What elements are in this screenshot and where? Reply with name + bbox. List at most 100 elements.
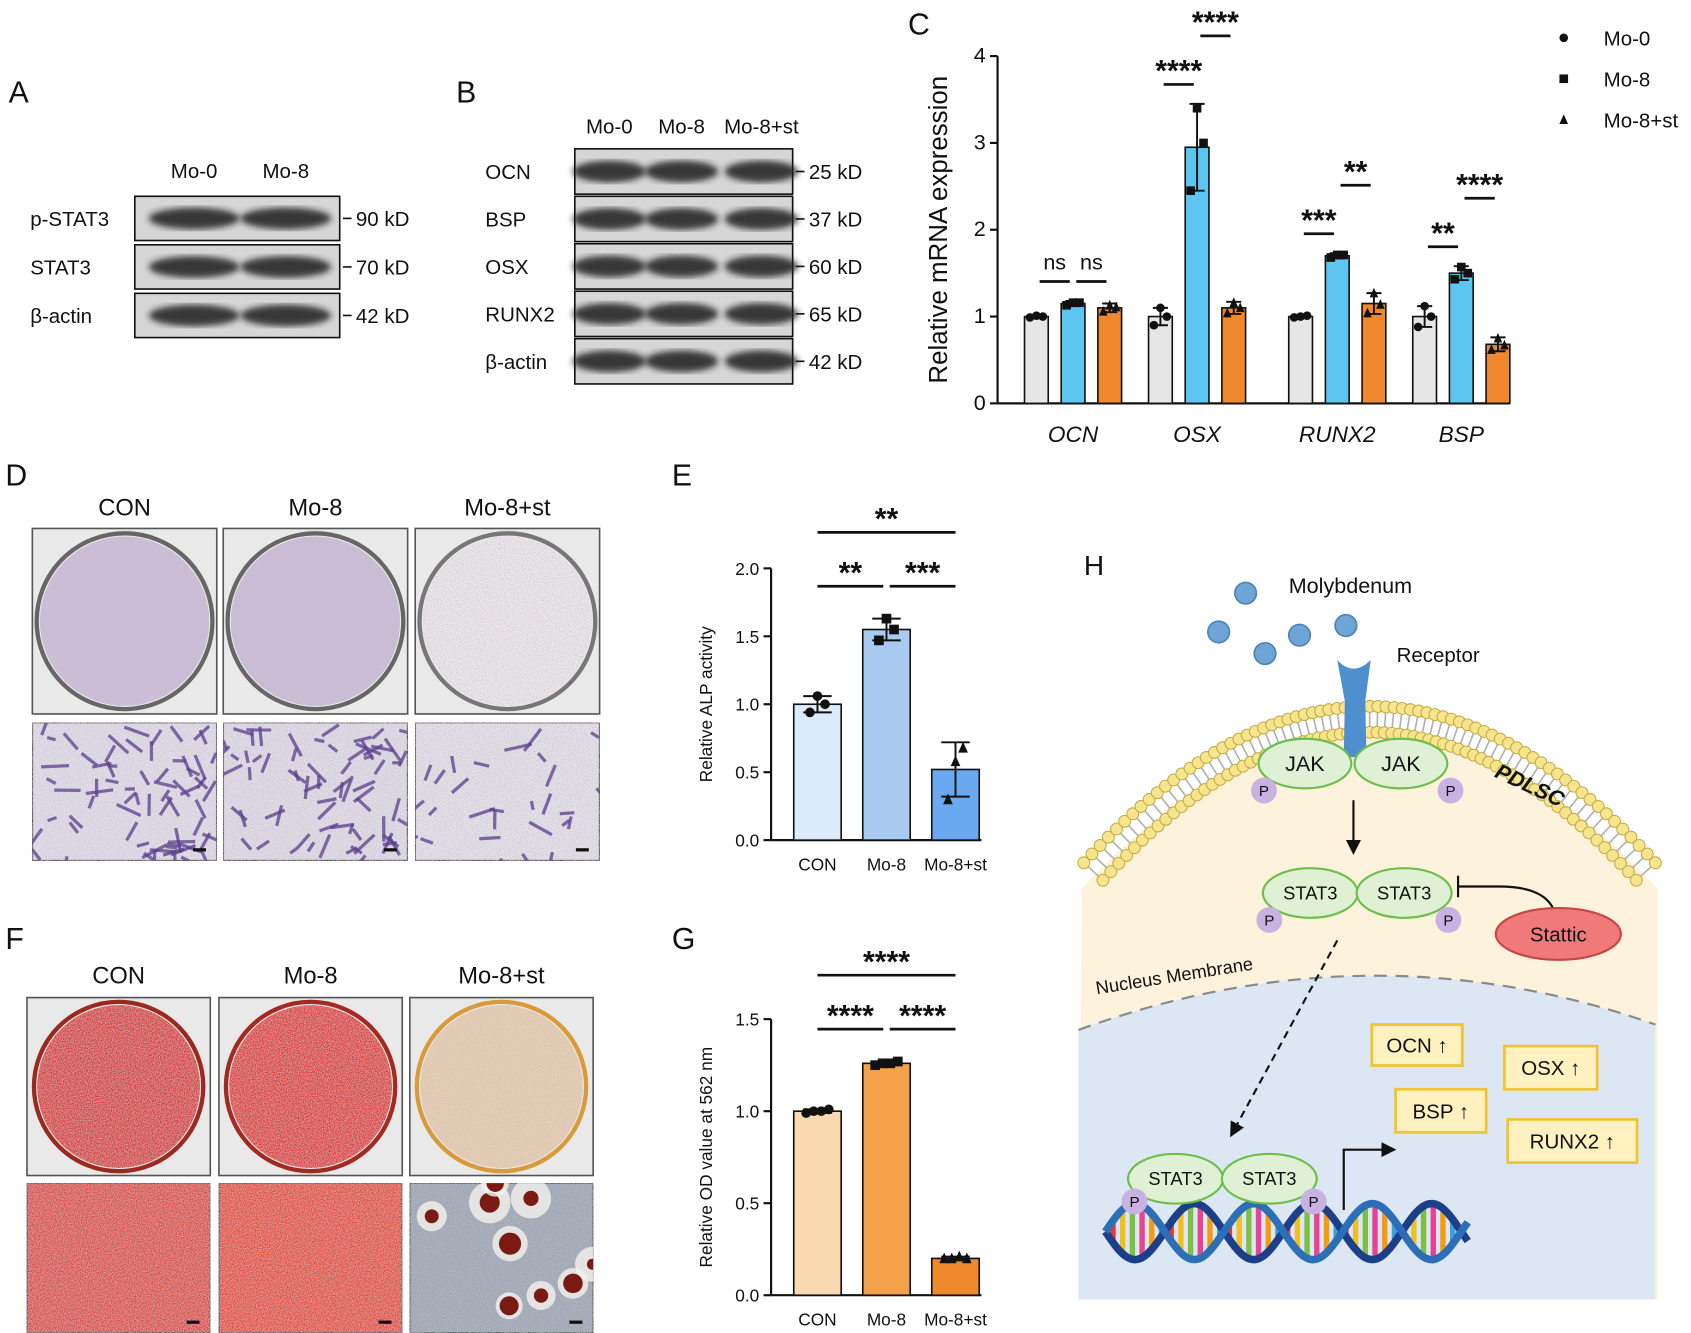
cell [290, 748, 298, 762]
bar [792, 1110, 842, 1297]
lipid-tail [1102, 847, 1117, 862]
cell [41, 763, 70, 769]
stat3 [1355, 867, 1453, 919]
significance-label: ns [1043, 250, 1066, 275]
lipid-tail [1224, 751, 1234, 767]
lipid-head [1093, 838, 1107, 852]
point [816, 1106, 827, 1117]
dna [1102, 1199, 1471, 1264]
lipid-tail [1199, 765, 1211, 782]
jak-label: JAK [1381, 751, 1421, 776]
lipid-tail [1391, 711, 1395, 730]
point [1456, 262, 1466, 272]
point [1098, 305, 1108, 316]
cell [139, 770, 151, 786]
point [1363, 307, 1372, 318]
cell [415, 799, 425, 811]
cell [391, 797, 401, 822]
x-tick-label: OCN [1048, 422, 1099, 447]
point [958, 741, 968, 753]
cell [105, 778, 119, 785]
cell [545, 764, 557, 788]
dish-rim [225, 531, 406, 712]
phospho-label: P [1129, 1194, 1139, 1211]
dish [39, 536, 210, 706]
lipid-head [1583, 792, 1597, 806]
cell [338, 781, 345, 799]
x-tick-label: CON [798, 854, 836, 874]
cell [264, 808, 286, 820]
lipid-tail [1256, 735, 1265, 752]
point [889, 624, 899, 635]
lipid-tail [1127, 823, 1141, 838]
cell [293, 770, 301, 782]
lipid-tail [1215, 755, 1227, 772]
lipid-tail [1183, 776, 1196, 792]
micrograph-detail [416, 1183, 594, 1320]
cell [250, 729, 255, 746]
lipid-tail [1328, 713, 1333, 732]
cell [536, 752, 547, 763]
lipid-head [1582, 826, 1596, 840]
cell [104, 744, 117, 763]
lipid-tail [1459, 728, 1467, 746]
receptor [1337, 660, 1371, 758]
cell [287, 732, 303, 757]
dish [420, 1005, 583, 1168]
cell [317, 801, 337, 821]
cell [529, 800, 535, 811]
significance-label: ** [839, 557, 863, 590]
micrograph [218, 1182, 404, 1333]
cell [489, 807, 505, 814]
cell [47, 816, 58, 823]
cell [260, 752, 272, 774]
size-label: 42 kD [809, 351, 863, 374]
significance-label: **** [1192, 7, 1239, 40]
y-axis-label: Relative mRNA expression [925, 76, 953, 384]
phospho-label: P [1309, 1194, 1319, 1211]
y-tick-label: 0 [974, 390, 986, 415]
cell [123, 725, 150, 738]
cell [371, 727, 385, 740]
cell [125, 738, 144, 754]
x-tick-label: Mo-8 [867, 854, 906, 874]
cell [314, 737, 325, 744]
protein-label: β-actin [30, 305, 92, 328]
lipid-head [1104, 865, 1118, 879]
lipid-head [1590, 833, 1604, 847]
lipid-head [1110, 822, 1123, 836]
stat3-label: STAT3 [1377, 882, 1431, 903]
lipid-tail [1623, 847, 1637, 862]
cell [107, 733, 130, 755]
lipid-tail [1421, 716, 1427, 734]
nodule [424, 1209, 439, 1224]
band [148, 207, 240, 230]
cell [566, 816, 573, 830]
lipid-head [1598, 841, 1612, 855]
cell [68, 821, 80, 834]
point [1186, 186, 1195, 195]
cell [521, 852, 530, 861]
lipid-head [1648, 856, 1662, 870]
jak-label: JAK [1285, 751, 1325, 776]
diagram: H Molybdenum Receptor JAK JAK P P PDLSC … [1077, 550, 1662, 1300]
lipid-tail [1167, 789, 1180, 804]
point [808, 1106, 819, 1117]
band [644, 350, 719, 373]
lipid-tail [1406, 713, 1411, 732]
gene-boxes [1370, 1023, 1639, 1164]
point [885, 1058, 896, 1069]
cell [209, 752, 217, 765]
lipid-tail [1264, 731, 1273, 749]
y-tick-label: 1.0 [735, 695, 759, 715]
lipid-head [1134, 800, 1148, 813]
size-label: 90 kD [356, 208, 410, 231]
point [1369, 287, 1379, 298]
lipid-tail [1607, 831, 1621, 846]
band [644, 208, 719, 230]
dish-rim [34, 531, 215, 712]
band [240, 207, 332, 230]
cell [345, 846, 359, 855]
legend-marker [1559, 33, 1569, 43]
